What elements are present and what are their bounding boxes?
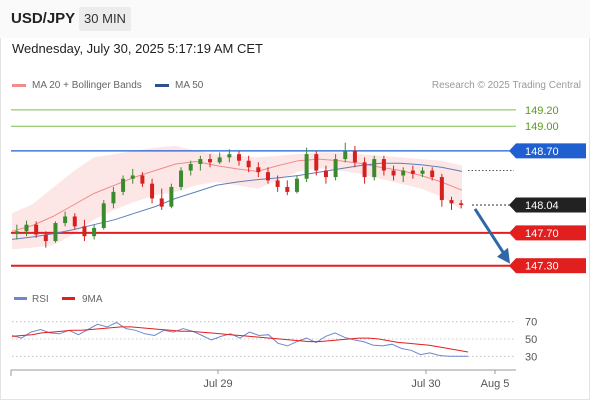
candle-body [449, 200, 454, 204]
candle-body [198, 159, 203, 164]
ma20-swatch [12, 84, 26, 87]
chart-header: USD/JPY 30 MIN [0, 0, 590, 38]
candle-body [391, 170, 396, 176]
candle-body [381, 159, 386, 171]
level-label-147-30: 147.30 [525, 261, 559, 273]
candle-body [179, 170, 184, 187]
candle-body [140, 175, 145, 184]
rsi-ma-legend-swatch [62, 297, 75, 300]
time-tick-label-jul-29: Jul 29 [203, 378, 232, 390]
candle-body [43, 234, 48, 242]
candle-body [439, 177, 444, 201]
level-label-148-70: 148.70 [525, 146, 559, 158]
candle-body [430, 170, 435, 178]
candle-body [169, 186, 174, 207]
candle-body [63, 216, 68, 224]
candle-body [304, 154, 309, 179]
ma20-legend-label: MA 20 + Bollinger Bands [32, 80, 142, 91]
research-credit: Research © 2025 Trading Central [431, 80, 581, 91]
level-tag-pointer [509, 143, 516, 159]
symbol-label: USD/JPY [11, 10, 76, 27]
candle-body [121, 178, 126, 192]
bollinger-band [12, 145, 462, 250]
candle-body [14, 231, 19, 233]
level-tag-pointer [509, 258, 516, 274]
candle-body [34, 224, 39, 235]
level-label-147-70: 147.70 [525, 228, 559, 240]
rsi-legend-label: RSI [32, 294, 49, 305]
candle-body [101, 203, 106, 228]
timeframe-button[interactable]: 30 MIN [79, 7, 131, 31]
ma50-line [11, 162, 463, 240]
candle-body [111, 191, 116, 204]
level-tag-147-70 [516, 225, 586, 241]
candle-body [188, 163, 193, 171]
candle-body [343, 150, 348, 160]
candle-body [410, 170, 415, 174]
candle-body [246, 160, 251, 168]
candle-body [217, 157, 222, 163]
candle-body [208, 159, 213, 163]
candle-body [372, 159, 377, 178]
rsi-ma-legend-label: 9MA [82, 294, 103, 305]
timestamp-label: Wednesday, July 30, 2025 5:17:19 AM CET [12, 41, 263, 56]
legend-ma50: MA 50 [155, 80, 203, 91]
candle-body [362, 162, 367, 178]
candle-body [323, 170, 328, 178]
level-label-149-20: 149.20 [525, 105, 559, 117]
candle-body [265, 172, 270, 181]
candle-body [53, 223, 58, 242]
candle-body [237, 154, 241, 161]
level-label-149-00: 149.00 [525, 121, 559, 133]
level-tag-148-04 [516, 197, 586, 213]
candle-body [82, 226, 87, 237]
level-tag-pointer [509, 225, 516, 241]
candle-body [72, 216, 77, 227]
ma20-line [11, 158, 463, 232]
ma50-swatch [155, 84, 169, 87]
candle-body [294, 178, 299, 192]
candle-body [150, 183, 155, 199]
rsi-tick-30: 30 [525, 351, 537, 363]
level-label-148-04: 148.04 [525, 200, 559, 212]
level-tag-147-30 [516, 258, 586, 274]
candle-body [92, 227, 97, 237]
ma50-legend-label: MA 50 [175, 80, 204, 91]
rsi-tick-70: 70 [525, 317, 537, 329]
candle-body [401, 170, 406, 176]
projection-arrow-head [497, 247, 510, 264]
candle-body [285, 186, 290, 192]
candle-body [420, 170, 425, 174]
legend-ma20: MA 20 + Bollinger Bands [12, 80, 142, 91]
rsi-legend-swatch [14, 297, 27, 300]
candle-body [159, 198, 164, 207]
candle-body [256, 167, 261, 173]
level-tag-pointer [509, 197, 516, 213]
candle-body [314, 154, 319, 171]
rsi-ma-line [11, 326, 469, 353]
candle-body [333, 159, 338, 178]
candle-body [459, 203, 464, 205]
candle-body [130, 175, 135, 179]
candle-body [227, 154, 232, 158]
projection-arrow-shaft [473, 208, 506, 255]
candle-body [24, 224, 29, 232]
candle-body [352, 150, 357, 163]
candle-body [275, 180, 280, 187]
time-tick-label-aug-5: Aug 5 [481, 378, 510, 390]
level-tag-148-70 [516, 143, 586, 159]
rsi-tick-50: 50 [525, 334, 537, 346]
time-tick-label-jul-30: Jul 30 [411, 378, 440, 390]
